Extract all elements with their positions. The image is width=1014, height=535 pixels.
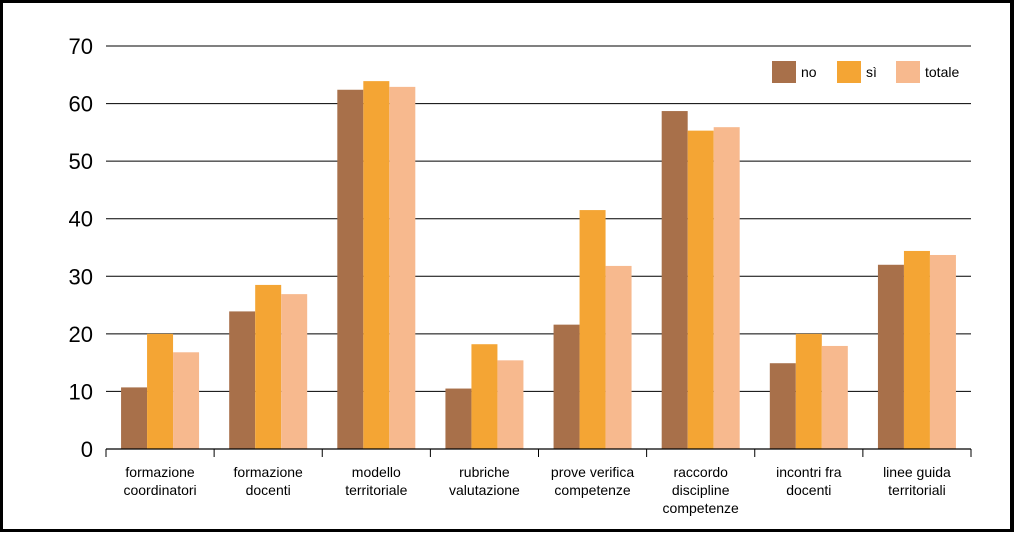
x-category-label: prove verifica competenze (551, 464, 634, 498)
legend-label-sì: sì (866, 64, 877, 80)
bar-totale-5 (713, 127, 740, 449)
bar-totale-4 (605, 265, 632, 449)
x-category-label-line: valutazione (449, 482, 520, 498)
legend-swatch-totale (896, 61, 920, 83)
x-category-label: rubriche valutazione (449, 464, 520, 498)
y-tick-label: 70 (69, 34, 93, 59)
x-category-label: formazione coordinatori (123, 464, 196, 498)
bar-totale-1 (281, 294, 308, 449)
y-tick-label: 50 (69, 149, 93, 174)
x-category-label-line: discipline (672, 482, 730, 498)
x-category-label: modello territoriale (345, 464, 407, 498)
legend-swatch-sì (837, 61, 861, 83)
bar-totale-0 (173, 352, 200, 449)
bar-sì-7 (903, 250, 930, 449)
legend-label-no: no (801, 64, 817, 80)
bar-sì-6 (795, 333, 822, 449)
x-category-label-line: linee guida (883, 464, 951, 480)
bar-sì-0 (147, 333, 174, 449)
x-category-label-line: rubriche (459, 464, 510, 480)
bar-totale-3 (497, 360, 524, 449)
x-axis (105, 448, 972, 457)
bar-totale-2 (389, 86, 416, 449)
bar-sì-1 (255, 284, 282, 449)
x-category-label-line: competenze (663, 500, 739, 516)
x-category-label-line: raccordo (673, 464, 728, 480)
y-tick-label: 20 (69, 322, 93, 347)
x-category-label-line: modello (352, 464, 401, 480)
bar-no-3 (445, 388, 472, 449)
bar-no-1 (229, 311, 256, 449)
y-tick-label: 40 (69, 207, 93, 232)
bar-sì-3 (471, 344, 498, 449)
bar-totale-6 (821, 345, 848, 449)
bar-no-4 (553, 324, 580, 449)
x-category-label: incontri fra docenti (776, 464, 842, 498)
legend-label-totale: totale (925, 64, 959, 80)
x-category-label-line: docenti (246, 482, 291, 498)
bar-no-6 (769, 363, 796, 449)
x-category-label: raccordo discipline competenze (663, 464, 739, 516)
x-category-label-line: prove verifica (551, 464, 634, 480)
x-category-label-line: formazione (234, 464, 303, 480)
legend-swatch-no (772, 61, 796, 83)
x-category-label-line: docenti (786, 482, 831, 498)
x-axis-category-labels: formazione coordinatori formazione docenti m… (123, 464, 951, 516)
y-tick-label: 0 (81, 437, 93, 462)
x-category-label-line: coordinatori (123, 482, 196, 498)
bar-sì-2 (363, 81, 390, 450)
x-category-label-line: formazione (125, 464, 194, 480)
bar-sì-5 (687, 130, 714, 449)
bar-no-5 (661, 111, 688, 449)
bars (121, 81, 956, 450)
y-tick-label: 10 (69, 379, 93, 404)
x-category-label: linee guida territoriali (883, 464, 951, 498)
x-category-label: formazione docenti (234, 464, 303, 498)
bar-no-0 (121, 387, 148, 449)
bar-totale-7 (929, 254, 956, 449)
bar-sì-4 (579, 210, 606, 449)
legend: no sì totale (772, 61, 959, 83)
x-category-label-line: territoriale (345, 482, 407, 498)
y-tick-label: 30 (69, 264, 93, 289)
x-category-label-line: incontri fra (776, 464, 842, 480)
x-category-label-line: competenze (554, 482, 630, 498)
y-axis-tick-labels: 0 10 20 30 40 50 60 70 (69, 34, 93, 462)
bar-no-7 (877, 264, 904, 449)
y-tick-label: 60 (69, 92, 93, 117)
bar-no-2 (337, 89, 364, 450)
x-category-label-line: territoriali (888, 482, 946, 498)
